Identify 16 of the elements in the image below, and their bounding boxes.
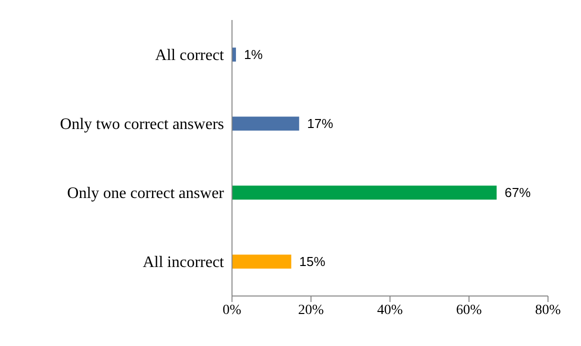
x-tick-label: 40% bbox=[377, 302, 404, 318]
x-tick-label: 80% bbox=[535, 302, 562, 318]
data-label: 1% bbox=[244, 47, 264, 62]
y-tick-label: All incorrect bbox=[142, 254, 225, 272]
y-tick-label: Only one correct answer bbox=[67, 185, 225, 202]
data-label: 17% bbox=[307, 116, 334, 132]
x-tick-label: 0% bbox=[222, 302, 242, 318]
bar bbox=[232, 116, 300, 131]
bar bbox=[232, 254, 292, 269]
data-label: 67% bbox=[504, 185, 532, 200]
y-tick-label: All correct bbox=[155, 47, 225, 64]
y-tick-label: Only two correct answers bbox=[60, 116, 224, 134]
x-tick-label: 20% bbox=[298, 302, 324, 318]
data-label: 15% bbox=[299, 254, 326, 270]
x-tick-label: 60% bbox=[456, 302, 482, 318]
bar bbox=[232, 186, 497, 200]
